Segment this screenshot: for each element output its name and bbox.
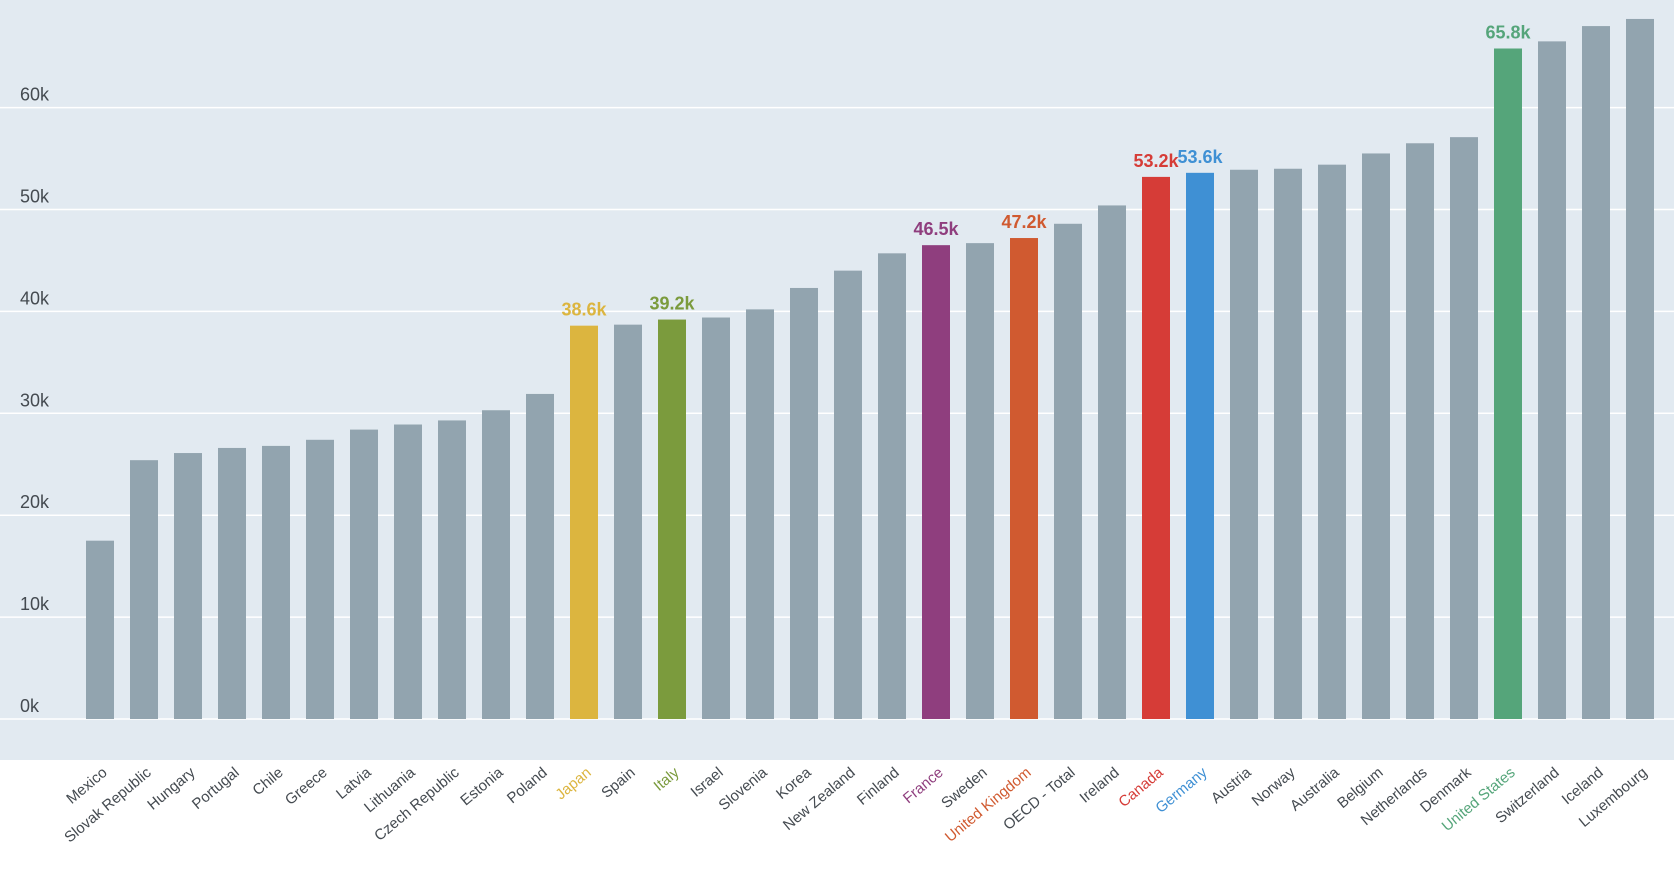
y-tick-label: 30k xyxy=(20,390,50,410)
x-tick-label: Italy xyxy=(651,764,683,795)
y-tick-label: 0k xyxy=(20,696,40,716)
x-tick-label: Slovenia xyxy=(716,764,772,814)
bar-netherlands xyxy=(1406,143,1434,719)
bar-austria xyxy=(1230,169,1258,719)
bar-germany xyxy=(1186,172,1214,720)
bar-slovak-republic xyxy=(130,460,158,719)
x-tick-label: Austria xyxy=(1208,764,1255,807)
bar-israel xyxy=(702,317,730,719)
bar-oecd-total xyxy=(1054,223,1082,720)
bar-belgium xyxy=(1362,153,1390,719)
y-tick-label: 40k xyxy=(20,288,50,308)
y-tick-label: 20k xyxy=(20,492,50,512)
bar-denmark xyxy=(1450,137,1478,719)
bar-slovenia xyxy=(746,309,774,719)
bar-luxembourg xyxy=(1626,18,1654,719)
data-label: 39.2k xyxy=(649,294,695,314)
bar-australia xyxy=(1318,164,1346,719)
bar-czech-republic xyxy=(438,420,466,719)
x-tick-label: Finland xyxy=(854,764,903,809)
bar-canada xyxy=(1142,176,1170,720)
y-tick-label: 10k xyxy=(20,594,50,614)
data-label: 65.8k xyxy=(1485,22,1531,42)
bar-hungary xyxy=(174,453,202,719)
data-label: 53.6k xyxy=(1177,147,1223,167)
bar-greece xyxy=(306,439,334,719)
data-label: 47.2k xyxy=(1001,212,1047,232)
bar-poland xyxy=(526,393,554,719)
bar-portugal xyxy=(218,447,246,719)
bar-norway xyxy=(1274,168,1302,720)
x-tick-label: Israel xyxy=(688,764,727,801)
bar-united-states xyxy=(1494,48,1522,720)
x-tick-label: Ireland xyxy=(1077,764,1123,807)
bar-latvia xyxy=(350,429,378,719)
data-label: 46.5k xyxy=(913,219,959,239)
bar-mexico xyxy=(86,540,114,719)
x-tick-label: Poland xyxy=(504,764,551,807)
bar-lithuania xyxy=(394,424,422,719)
bar-korea xyxy=(790,287,818,719)
bar-united-kingdom xyxy=(1010,238,1038,720)
bar-iceland xyxy=(1582,26,1610,719)
bar-japan xyxy=(570,325,598,719)
data-label: 53.2k xyxy=(1133,151,1179,171)
bar-switzerland xyxy=(1538,41,1566,720)
x-tick-label: Australia xyxy=(1287,764,1343,815)
x-tick-label: Spain xyxy=(598,764,638,802)
y-tick-label: 50k xyxy=(20,187,50,207)
x-tick-label: Greece xyxy=(282,764,331,809)
bar-finland xyxy=(878,253,906,719)
data-label: 38.6k xyxy=(561,300,607,320)
x-tick-label: Japan xyxy=(552,764,594,803)
bar-france xyxy=(922,245,950,720)
y-axis-tick-labels: 0k 10k 20k 30k 40k 50k 60k xyxy=(20,85,50,716)
x-tick-label: Estonia xyxy=(457,764,507,810)
bar-sweden xyxy=(966,243,994,719)
bar-ireland xyxy=(1098,205,1126,719)
bar-new-zealand xyxy=(834,270,862,719)
bar-spain xyxy=(614,324,642,719)
bar-chile xyxy=(262,445,290,719)
bar-estonia xyxy=(482,410,510,719)
x-tick-label: Portugal xyxy=(189,764,243,813)
y-tick-label: 60k xyxy=(20,85,50,105)
x-tick-label: Chile xyxy=(249,764,286,799)
bars xyxy=(86,18,1654,720)
x-tick-label: Hungary xyxy=(144,764,199,814)
bar-italy xyxy=(658,319,686,719)
